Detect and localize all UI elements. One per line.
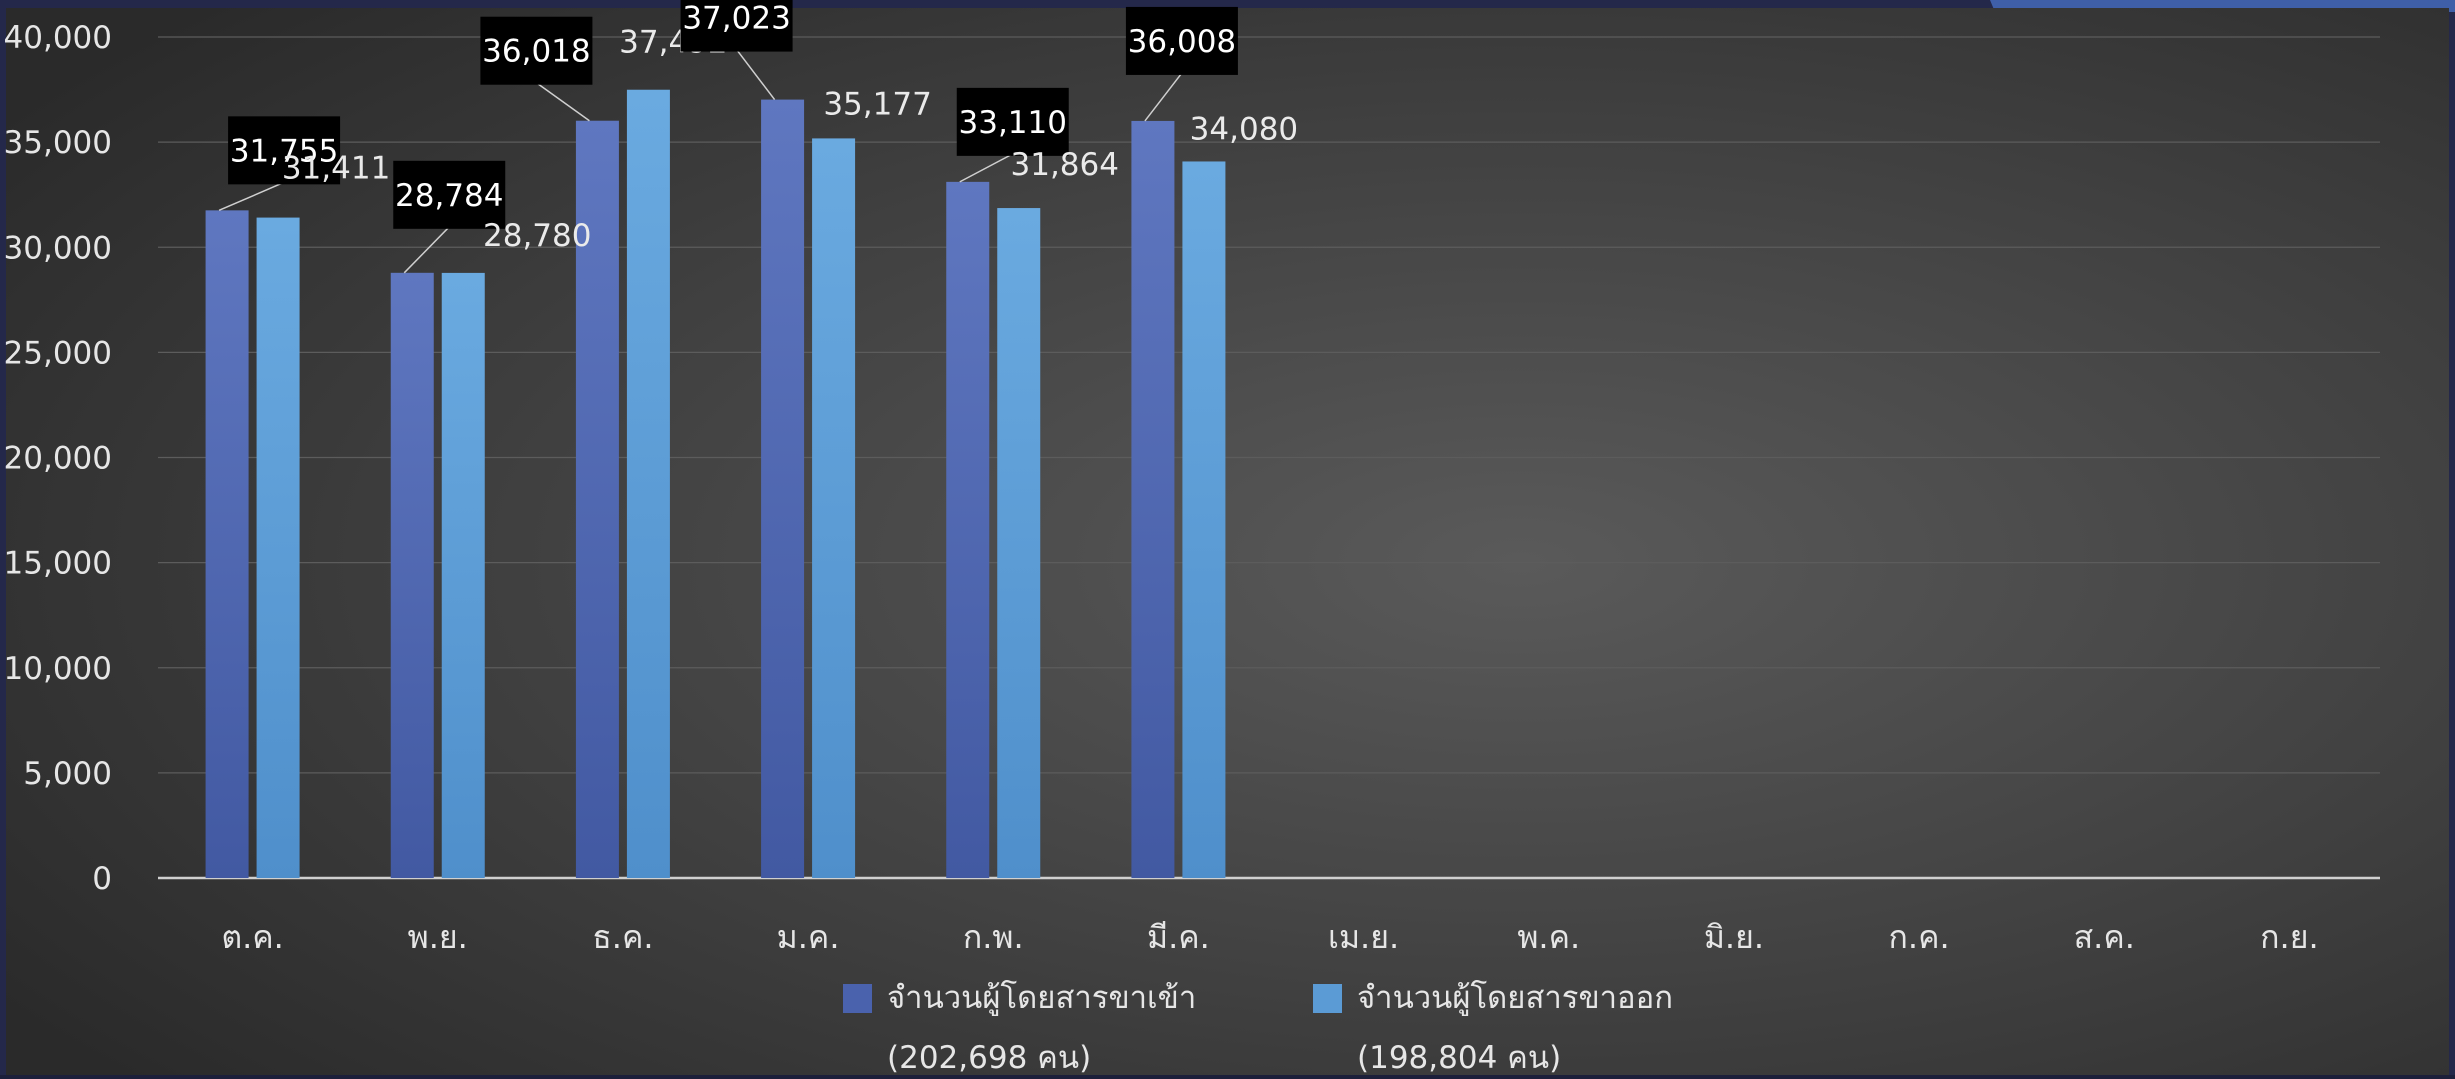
label-leader-line [403,226,450,274]
gridlines [158,36,2380,880]
data-label-box [1125,6,1238,75]
label-leader-line [735,49,776,101]
x-tick-label: มี.ค. [1147,918,1210,956]
data-label: 36,018 [482,34,590,70]
legend-swatch [843,984,872,1013]
x-tick-label: มิ.ย. [1704,918,1764,956]
bar [1131,120,1175,878]
y-axis: 0 5,000 10,000 15,000 20,000 25,000 30,000 35,0… [4,20,112,897]
y-tick-label: 0 [92,861,112,897]
x-tick-label: ม.ค. [777,918,840,956]
bar [812,138,856,879]
bar [575,120,619,878]
bar [390,272,434,878]
x-tick-label: ก.พ. [963,918,1024,956]
x-tick-label: ธ.ค. [592,918,653,956]
y-tick-label: 35,000 [4,125,112,161]
data-label: 34,080 [1190,111,1298,147]
bar [256,217,300,878]
legend-swatch [1313,984,1342,1013]
label-leader-line [218,181,285,212]
bar [761,99,805,878]
x-tick-label: พ.ค. [1517,918,1580,956]
data-label: 36,008 [1128,24,1236,60]
data-label-box [680,0,793,52]
legend: จำนวนผู้โดยสารขาเข้า (202,698 คน) จำนวนผู้… [843,980,1673,1076]
x-tick-label: ต.ค. [221,918,284,956]
data-label: 37,023 [682,1,790,37]
legend-series-total: (202,698 คน) [887,1040,1091,1075]
bar [626,89,670,878]
label-leader-line [1144,72,1183,122]
legend-series-total: (198,804 คน) [1357,1040,1561,1075]
bar [946,181,990,878]
bar [205,210,249,878]
data-label: 31,755 [230,133,338,169]
x-tick-label: เม.ย. [1328,918,1399,956]
label-leader-line [535,82,590,122]
x-tick-label: ก.ย. [2260,918,2318,956]
y-tick-label: 25,000 [4,335,112,371]
legend-series-name: จำนวนผู้โดยสารขาเข้า [887,980,1196,1016]
x-axis: ต.ค. พ.ย. ธ.ค. ม.ค. ก.พ. มี.ค. เม.ย. พ.ค. มิ.ย. ก… [221,918,2318,956]
data-label: 31,864 [1011,147,1119,183]
data-label-box [393,160,506,229]
y-tick-label: 10,000 [4,651,112,687]
x-tick-label: ก.ค. [1889,918,1950,956]
x-tick-label: ส.ค. [2074,918,2135,956]
label-leader-line [959,153,1014,183]
data-label: 31,411 [282,151,390,187]
y-tick-label: 40,000 [4,20,112,56]
bar [997,208,1041,879]
y-tick-label: 5,000 [23,756,112,792]
data-label: 28,784 [395,178,503,214]
data-label: 35,177 [823,86,931,122]
data-label-box [956,87,1069,156]
y-tick-label: 20,000 [4,441,112,477]
legend-series-name: จำนวนผู้โดยสารขาออก [1357,980,1673,1016]
bar [1182,161,1226,878]
y-tick-label: 15,000 [4,546,112,582]
data-label-box [480,16,593,85]
data-label-box [228,116,341,185]
bar [441,272,485,878]
y-tick-label: 30,000 [4,230,112,266]
bars [205,89,1226,879]
data-label: 28,780 [483,218,591,254]
x-tick-label: พ.ย. [408,918,468,956]
data-label: 33,110 [959,105,1067,141]
